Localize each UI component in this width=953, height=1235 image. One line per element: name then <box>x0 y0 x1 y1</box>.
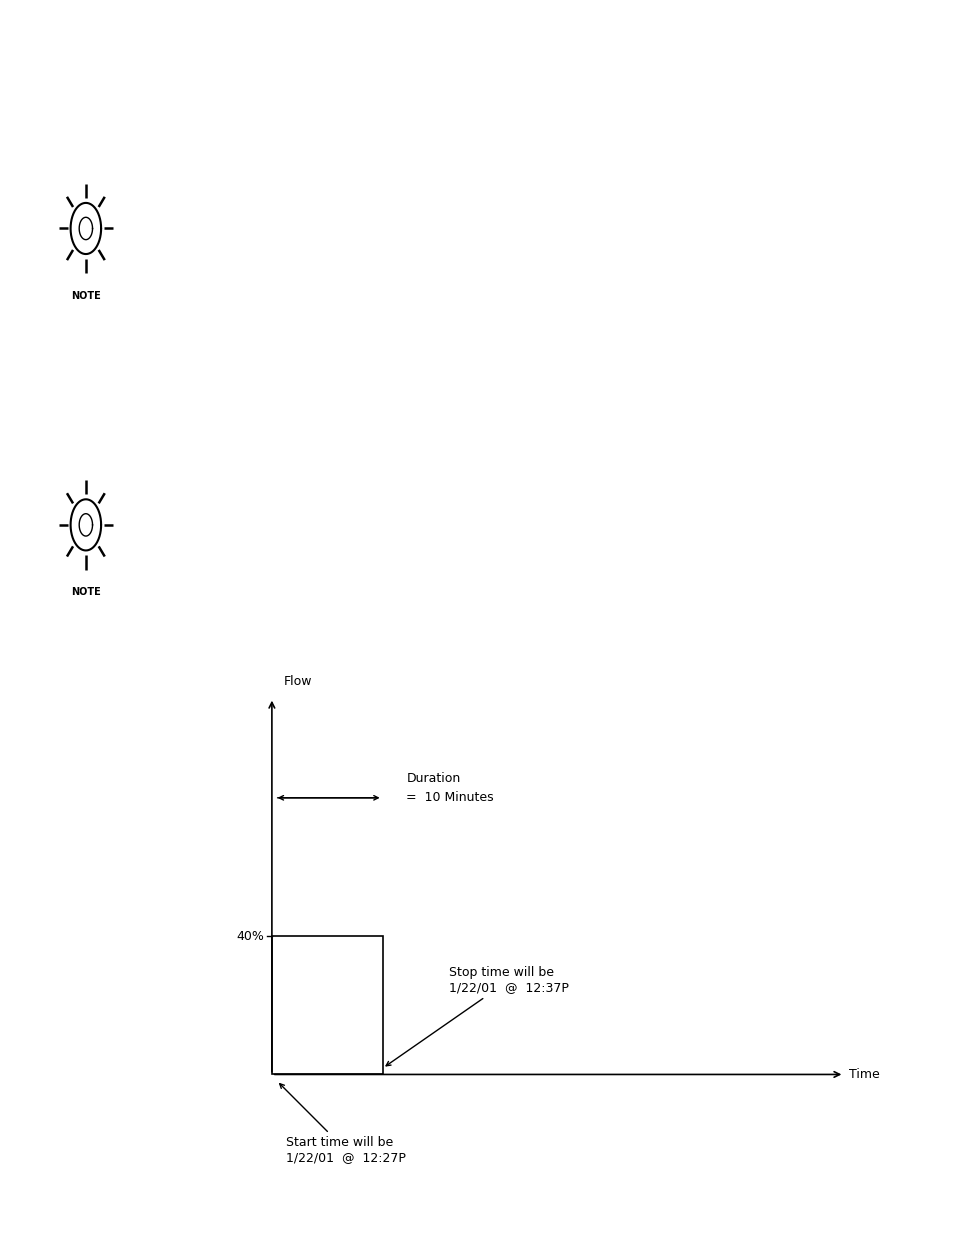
Text: Duration
=  10 Minutes: Duration = 10 Minutes <box>406 772 494 804</box>
Text: Stop time will be
1/22/01  @  12:37P: Stop time will be 1/22/01 @ 12:37P <box>386 966 569 1066</box>
Text: Start time will be
1/22/01  @  12:27P: Start time will be 1/22/01 @ 12:27P <box>279 1083 406 1165</box>
Bar <box>272 936 382 1074</box>
Text: NOTE: NOTE <box>71 290 101 300</box>
Text: NOTE: NOTE <box>71 587 101 597</box>
Text: Flow: Flow <box>283 674 312 688</box>
Text: 40%: 40% <box>236 930 264 942</box>
Text: Time: Time <box>848 1068 879 1081</box>
